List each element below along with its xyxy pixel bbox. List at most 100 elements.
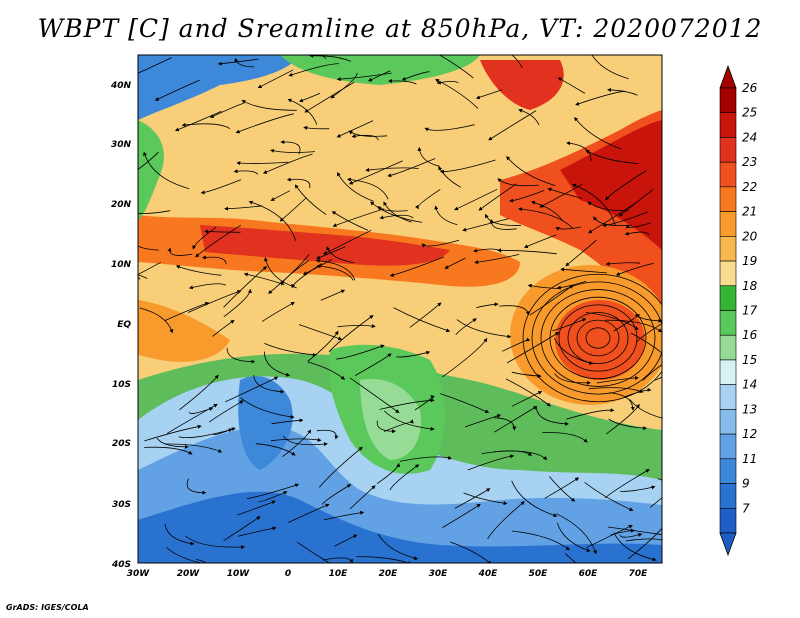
streamline xyxy=(636,323,662,343)
streamline xyxy=(401,71,430,81)
lon-tick-label: 20E xyxy=(379,569,399,579)
streamline xyxy=(236,161,289,166)
streamline xyxy=(421,239,460,248)
streamline xyxy=(511,530,570,551)
colorbar-label: 24 xyxy=(742,130,757,144)
colorbar-swatch xyxy=(719,285,737,311)
colorbar-label: 19 xyxy=(742,254,757,268)
streamline xyxy=(298,324,343,341)
streamline xyxy=(462,218,509,232)
streamline xyxy=(630,332,662,354)
streamline xyxy=(607,87,638,96)
streamline xyxy=(225,376,279,403)
streamline xyxy=(144,424,202,442)
streamline xyxy=(522,273,662,403)
colorbar-swatch xyxy=(719,186,737,212)
streamline xyxy=(613,532,657,562)
streamline xyxy=(318,446,363,488)
streamline xyxy=(476,302,499,308)
streamline xyxy=(464,414,502,428)
streamline xyxy=(138,57,172,74)
colorbar-swatch xyxy=(719,433,737,460)
colorbar-label: 7 xyxy=(742,501,750,515)
streamline xyxy=(619,532,643,538)
streamline xyxy=(467,454,515,471)
colorbar: 26 25 24 23 22 21 20 19 18 17 16 15 14 13 12 11 9 7 xyxy=(719,64,758,557)
streamline xyxy=(642,363,662,381)
streamline xyxy=(649,497,662,508)
streamline xyxy=(610,528,635,536)
streamline xyxy=(189,407,214,414)
streamline xyxy=(294,184,327,215)
streamline xyxy=(556,513,597,555)
streamline xyxy=(531,281,662,395)
colorbar-swatch xyxy=(719,384,737,410)
lat-tick-label: EQ xyxy=(117,320,131,330)
map-frame xyxy=(137,54,663,564)
streamline xyxy=(529,284,574,316)
streamline xyxy=(409,302,442,328)
streamline xyxy=(282,429,312,458)
lon-tick-label: 60E xyxy=(579,569,599,579)
streamline xyxy=(518,207,574,229)
streamline xyxy=(388,78,417,85)
streamline xyxy=(499,305,530,316)
streamline xyxy=(287,98,318,125)
streamline xyxy=(549,476,576,502)
streamline xyxy=(439,159,496,174)
streamline xyxy=(383,419,414,432)
colorbar-swatch xyxy=(719,87,737,114)
colorbar-label: 25 xyxy=(742,106,757,120)
lon-tick-label: 20W xyxy=(177,569,201,579)
streamline xyxy=(539,183,583,208)
streamline xyxy=(138,261,162,276)
streamline xyxy=(270,437,322,442)
streamline xyxy=(248,200,296,241)
streamline xyxy=(154,79,200,101)
streamline xyxy=(511,55,523,68)
streamline xyxy=(337,171,374,202)
streamline xyxy=(438,166,462,188)
streamline xyxy=(377,206,408,212)
streamline xyxy=(494,406,538,433)
streamline xyxy=(596,376,639,384)
streamline xyxy=(348,130,388,137)
streamline xyxy=(336,120,374,138)
streamline xyxy=(506,332,560,364)
streamline xyxy=(376,420,396,434)
lon-tick-label: 30W xyxy=(127,569,151,579)
streamline xyxy=(271,418,304,425)
streamline xyxy=(262,302,295,322)
colorbar-swatch xyxy=(719,310,737,336)
streamline xyxy=(585,524,633,549)
colorbar-swatch xyxy=(719,507,737,534)
streamline xyxy=(298,92,321,103)
streamline xyxy=(376,462,401,485)
streamline xyxy=(478,183,517,211)
streamline xyxy=(393,307,451,333)
streamline xyxy=(322,229,372,255)
streamline xyxy=(518,108,540,126)
streamline xyxy=(502,337,531,352)
streamline xyxy=(348,160,403,185)
streamline xyxy=(164,523,195,546)
streamline xyxy=(138,151,159,171)
streamline xyxy=(143,151,190,190)
streamline xyxy=(454,188,498,211)
streamline xyxy=(257,491,288,503)
streamline xyxy=(544,477,580,499)
streamline xyxy=(654,376,662,381)
streamline xyxy=(279,197,307,222)
colorbar-swatch xyxy=(719,334,737,361)
streamline xyxy=(527,283,560,289)
streamline xyxy=(463,492,508,506)
streamline xyxy=(415,189,441,210)
streamline xyxy=(509,190,545,203)
streamline xyxy=(241,100,297,111)
streamline xyxy=(270,190,291,201)
streamline xyxy=(192,226,217,250)
streamline xyxy=(560,267,607,274)
streamline xyxy=(195,224,242,258)
streamline xyxy=(608,418,648,431)
lon-tick-label: 0 xyxy=(285,569,291,579)
